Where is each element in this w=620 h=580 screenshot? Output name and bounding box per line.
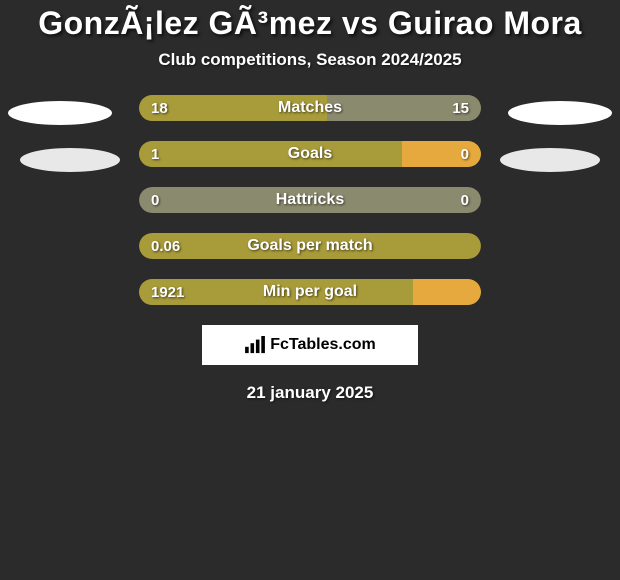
stat-row: 0.06Goals per match (139, 233, 481, 259)
logo-text: FcTables.com (270, 336, 376, 354)
stat-row: 18Matches15 (139, 95, 481, 121)
player-right-name-placeholder (500, 148, 600, 172)
player-right-avatar-placeholder (508, 101, 612, 125)
comparison-widget: GonzÃ¡lez GÃ³mez vs Guirao Mora Club com… (0, 0, 620, 403)
page-title: GonzÃ¡lez GÃ³mez vs Guirao Mora (0, 5, 620, 42)
stat-right-value: 15 (452, 95, 469, 121)
player-left-name-placeholder (20, 148, 120, 172)
stat-label: Hattricks (139, 187, 481, 213)
stat-row: 0Hattricks0 (139, 187, 481, 213)
chart-bars-icon (244, 336, 266, 354)
stat-right-value: 0 (461, 187, 469, 213)
stat-right-value: 0 (461, 141, 469, 167)
stat-bars: 18Matches151Goals00Hattricks00.06Goals p… (139, 95, 481, 305)
subtitle: Club competitions, Season 2024/2025 (0, 50, 620, 70)
stat-row: 1921Min per goal (139, 279, 481, 305)
footer-date: 21 january 2025 (0, 383, 620, 403)
stats-area: 18Matches151Goals00Hattricks00.06Goals p… (0, 95, 620, 305)
stat-label: Min per goal (139, 279, 481, 305)
player-left-avatar-placeholder (8, 101, 112, 125)
stat-label: Goals (139, 141, 481, 167)
stat-row: 1Goals0 (139, 141, 481, 167)
stat-label: Matches (139, 95, 481, 121)
site-logo[interactable]: FcTables.com (202, 325, 418, 365)
stat-label: Goals per match (139, 233, 481, 259)
